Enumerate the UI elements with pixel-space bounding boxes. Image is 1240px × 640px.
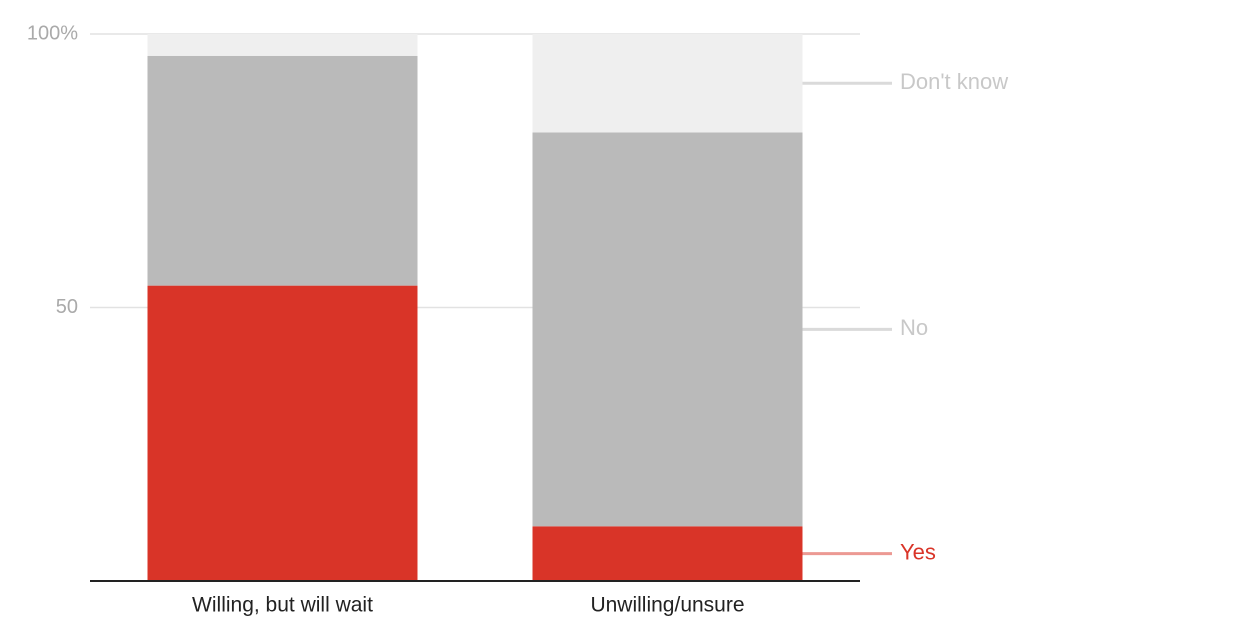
y-tick-label: 100%: [27, 22, 78, 44]
legend-label: Yes: [900, 539, 936, 564]
bar-segment: [532, 132, 803, 527]
legend-label: No: [900, 315, 928, 340]
y-tick-label: 50: [56, 296, 78, 318]
bar-segment: [147, 55, 418, 286]
legend-label: Don't know: [900, 69, 1008, 94]
bar-segment: [147, 34, 418, 56]
bar-segment: [532, 526, 803, 581]
bar-segment: [147, 285, 418, 581]
bar-segment: [532, 34, 803, 133]
x-tick-label: Willing, but will wait: [192, 594, 373, 617]
x-tick-label: Unwilling/unsure: [590, 594, 744, 617]
